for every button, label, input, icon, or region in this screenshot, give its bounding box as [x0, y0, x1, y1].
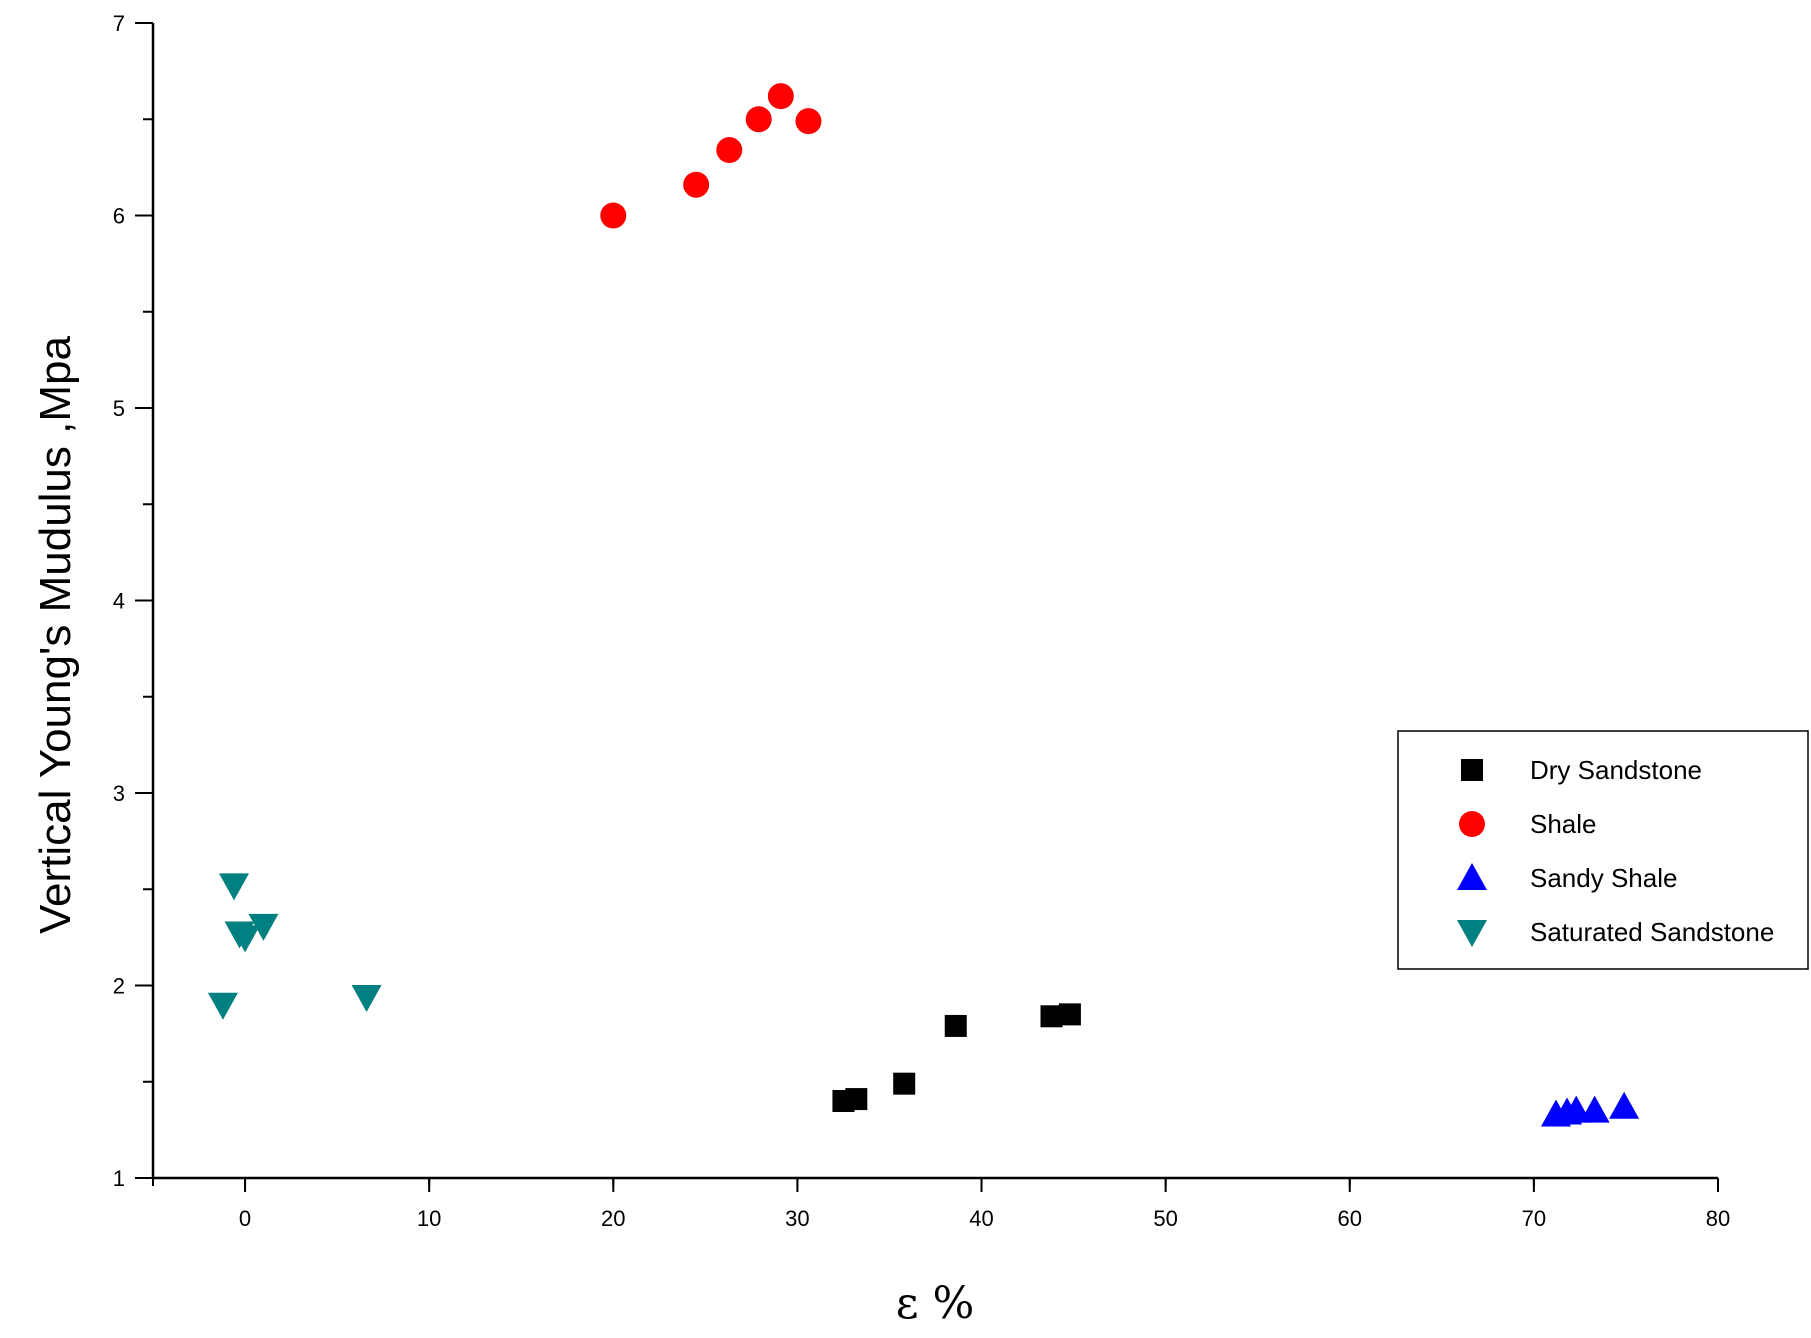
data-point	[845, 1088, 868, 1111]
y-tick-label: 6	[113, 204, 125, 229]
y-axis-title: Vertical Young's Mudulus ,Mpa	[31, 336, 80, 934]
x-tick-label: 60	[1338, 1206, 1362, 1231]
data-point	[1058, 1003, 1081, 1026]
y-tick-label: 5	[113, 396, 125, 421]
legend-items: Dry Sandstone Shale Sandy Shale Saturated S…	[1457, 755, 1774, 947]
data-point	[1040, 1005, 1063, 1028]
legend: Dry Sandstone Shale Sandy Shale Saturated S…	[1397, 730, 1809, 970]
data-point	[716, 137, 743, 164]
legend-marker	[1459, 811, 1485, 837]
x-tick-label: 70	[1522, 1206, 1546, 1231]
data-point	[1609, 1091, 1640, 1119]
data-point	[230, 925, 261, 953]
x-tick-label: 80	[1706, 1206, 1730, 1231]
legend-label: Dry Sandstone	[1530, 755, 1702, 785]
data-point	[795, 108, 822, 135]
y-tick-label: 1	[113, 1166, 125, 1191]
x-tick-label: 0	[239, 1206, 251, 1231]
data-point	[351, 985, 382, 1013]
legend-marker	[1457, 920, 1487, 947]
data-point	[600, 202, 627, 229]
legend-marker	[1457, 863, 1487, 890]
data-point	[944, 1014, 967, 1037]
x-tick-label: 10	[417, 1206, 441, 1231]
y-tick-label: 2	[113, 974, 125, 999]
x-tick-label: 50	[1153, 1206, 1177, 1231]
data-point	[893, 1072, 916, 1095]
axes	[151, 23, 1718, 1180]
data-point	[207, 992, 238, 1020]
data-points	[207, 83, 1640, 1127]
legend-label: Shale	[1530, 809, 1597, 839]
x-axis-title: ε %	[896, 1278, 975, 1329]
data-point	[1579, 1095, 1610, 1123]
y-tick-label: 3	[113, 781, 125, 806]
y-tick-label: 4	[113, 589, 125, 614]
legend-label: Sandy Shale	[1530, 863, 1677, 893]
legend-label: Saturated Sandstone	[1530, 917, 1774, 947]
data-point	[745, 106, 772, 133]
x-tick-label: 20	[601, 1206, 625, 1231]
x-tick-label: 30	[785, 1206, 809, 1231]
y-tick-label: 7	[113, 11, 125, 36]
axis-ticks: 0 10 20 30 40 50 60 70 80 1 2 3 4 5 6 7	[113, 11, 1730, 1231]
legend-marker	[1461, 759, 1483, 781]
data-point	[767, 83, 794, 110]
data-point	[219, 873, 250, 901]
x-tick-label: 40	[969, 1206, 993, 1231]
data-point	[683, 171, 710, 198]
data-point	[248, 913, 279, 941]
